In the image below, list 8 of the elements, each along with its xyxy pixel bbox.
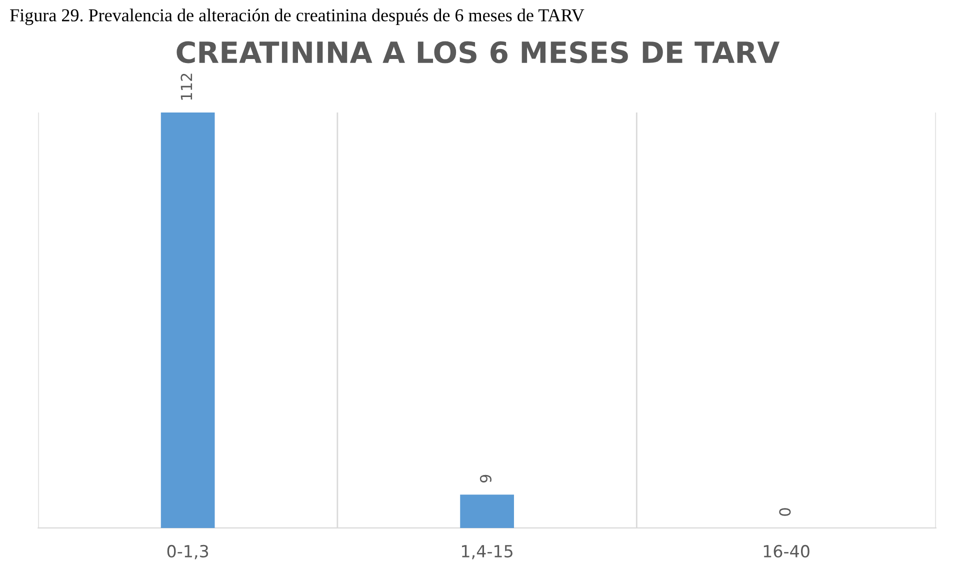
data-label: 9 xyxy=(480,474,492,482)
chart-title: CREATININA A LOS 6 MESES DE TARV xyxy=(176,41,780,64)
x-tick-label: 16-40 xyxy=(764,544,810,558)
data-label: 112 xyxy=(180,74,192,100)
x-tick-label: 1,4-15 xyxy=(462,545,512,560)
text: Figura 29. Prevalencia de alteración de creatinina después de 6 meses de TARV xyxy=(10,8,584,26)
x-tick-label: 0-1,3 xyxy=(167,544,208,560)
data-label: 0 xyxy=(779,508,791,516)
